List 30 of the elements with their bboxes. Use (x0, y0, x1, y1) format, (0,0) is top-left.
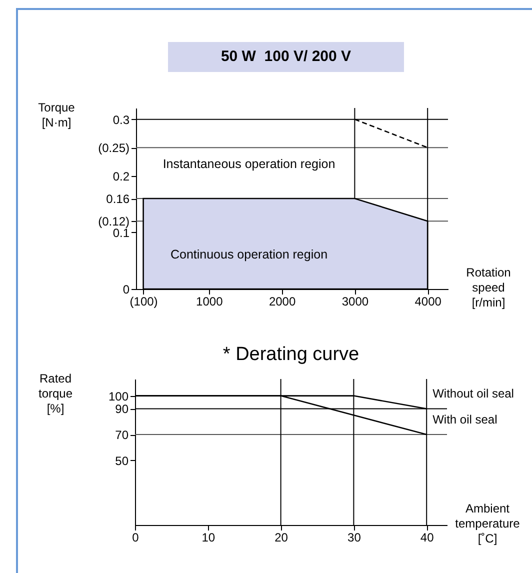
x-axis-title: Rotation speed [r/min] (466, 266, 511, 310)
y-tick-label: 70 (115, 428, 129, 442)
x-tick-label: 1000 (196, 294, 224, 308)
y-tick-label: 90 (115, 402, 129, 416)
x-tick-label: 3000 (342, 294, 369, 308)
annotation: Instantaneous operation region (162, 157, 336, 172)
y-tick-label: 50 (115, 454, 129, 468)
x-tick-label: 0 (132, 530, 140, 544)
x-tick-label: 20 (274, 530, 288, 544)
y-tick-label: 0 (122, 282, 130, 296)
y-tick-label: (0.25) (98, 141, 130, 156)
x-tick-label: 2000 (268, 294, 296, 308)
y-tick-label: 100 (108, 389, 129, 404)
x-tick-label: (100) (130, 294, 158, 308)
x-axis-title: Ambient temperature [˚C] (455, 502, 520, 546)
annotation: Continuous operation region (170, 248, 328, 262)
series-label: Without oil seal (432, 386, 514, 401)
y-tick-label: 0.16 (106, 192, 130, 206)
x-tick-label: 10 (202, 530, 216, 544)
y-tick-label: 0.3 (112, 112, 130, 127)
x-tick-label: 40 (420, 530, 434, 544)
x-tick-label: 30 (348, 530, 362, 544)
y-tick-label: 0.2 (112, 169, 130, 184)
y-tick-label: (0.12) (98, 214, 130, 229)
series-label: With oil seal (432, 412, 498, 427)
y-axis-title: Torque [N·m] (38, 100, 76, 130)
chart-title: 50 W 100 V/ 200 V (168, 42, 404, 72)
chart-title: * Derating curve (222, 344, 360, 365)
x-tick-label: 4000 (414, 294, 442, 308)
y-axis-title: Rated torque [%] (38, 372, 73, 416)
